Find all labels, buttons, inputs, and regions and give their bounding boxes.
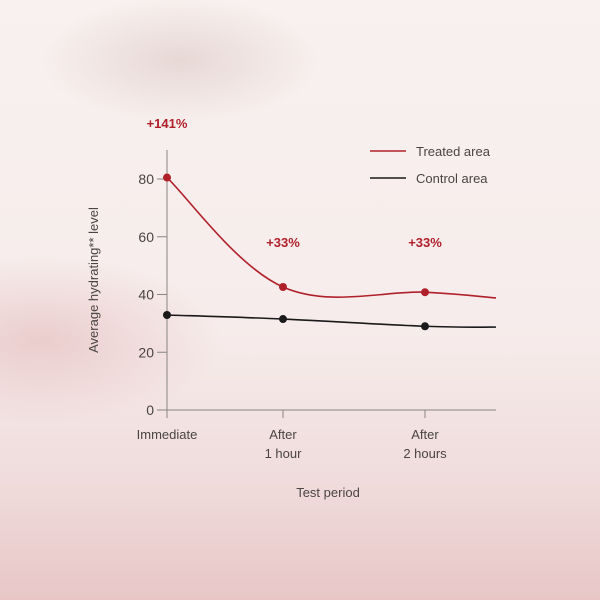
data-point [279,315,287,324]
annotation-label: +141% [147,116,188,131]
x-tick-label: 2 hours [403,446,447,461]
data-point [421,288,429,297]
y-tick-label: 60 [138,229,154,245]
x-tick-label: After [411,427,439,442]
annotation-label: +33% [408,235,442,250]
series-line-treated-area [166,176,497,299]
y-tick-label: 20 [138,344,154,360]
series-line-control-area [166,314,497,328]
x-tick-label: Immediate [137,427,198,442]
y-tick-label: 0 [146,402,154,418]
y-tick-label: 40 [138,287,154,303]
data-point [163,173,171,182]
y-axis-title: Average hydrating** level [86,207,101,353]
x-tick-label: 1 hour [265,446,303,461]
annotation-label: +33% [266,235,300,250]
data-point [279,282,287,291]
legend-label: Treated area [416,144,491,159]
data-point [421,322,429,331]
data-point [163,311,171,320]
y-tick-label: 80 [138,171,154,187]
legend-label: Control area [416,171,488,186]
x-tick-label: After [269,427,297,442]
x-axis-title: Test period [296,485,360,500]
